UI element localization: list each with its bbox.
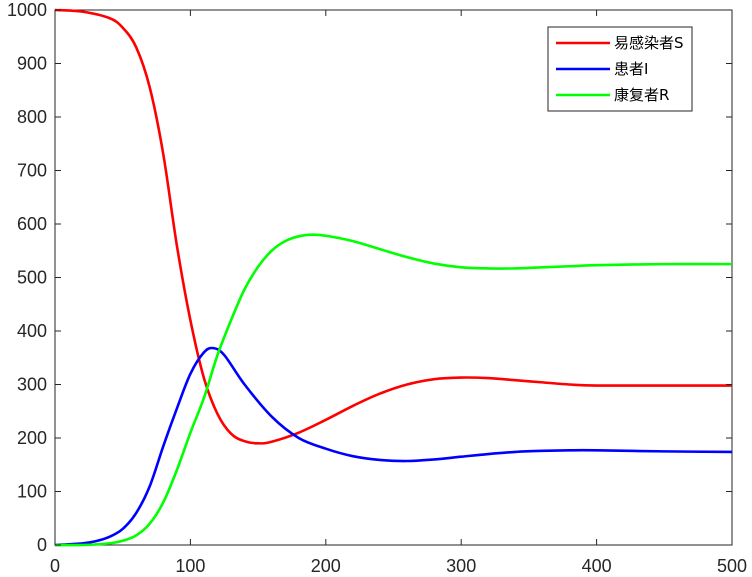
y-tick-label: 100	[17, 482, 47, 502]
legend-entry-susceptible: 易感染者S	[556, 34, 684, 52]
infected-series-line	[54, 346, 733, 547]
recovered-series-line	[54, 233, 733, 547]
y-tick-label: 700	[17, 161, 47, 181]
series-layer	[54, 8, 733, 547]
y-tick-label: 800	[17, 107, 47, 127]
legend-label: 康复者R	[614, 86, 669, 104]
susceptible-series-line	[54, 8, 732, 445]
legend-entry-infected: 患者I	[556, 60, 648, 78]
y-tick-label: 1000	[7, 0, 47, 20]
legend-label: 患者I	[614, 60, 648, 78]
x-tick-label: 200	[311, 556, 341, 576]
axis-ticks: 0 100 200 300 400 500 0 100 200 300 400 500 600 700 80…	[7, 0, 747, 576]
legend-box	[547, 26, 693, 112]
x-tick-label: 400	[582, 556, 612, 576]
x-tick-label: 300	[446, 556, 476, 576]
legend-entry-recovered: 康复者R	[556, 86, 669, 104]
y-tick-label: 900	[17, 54, 47, 74]
y-tick-label: 500	[17, 268, 47, 288]
x-tick-label: 100	[175, 556, 205, 576]
y-tick-label: 400	[17, 321, 47, 341]
x-tick-label: 500	[717, 556, 747, 576]
y-tick-label: 200	[17, 428, 47, 448]
y-tick-label: 600	[17, 214, 47, 234]
legend-label: 易感染者S	[614, 34, 684, 52]
y-tick-label: 300	[17, 375, 47, 395]
x-tick-label: 0	[50, 556, 60, 576]
legend: 易感染者S 患者I 康复者R	[547, 26, 693, 112]
y-tick-label: 0	[37, 535, 47, 555]
